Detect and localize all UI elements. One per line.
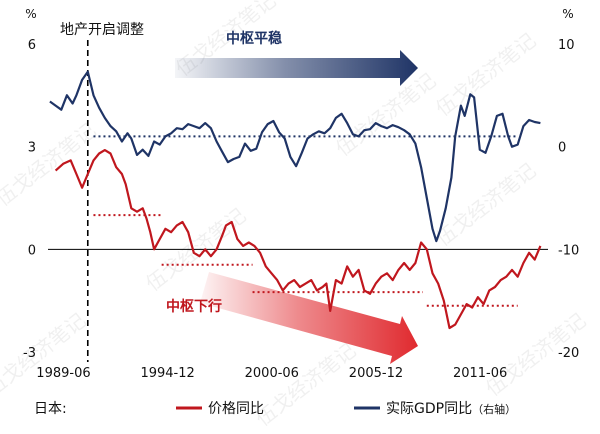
center-stable-label: 中枢平稳 bbox=[226, 30, 282, 47]
gdp-yoy-line bbox=[49, 70, 541, 243]
legend-gdp-label: 实际GDP同比（右轴） bbox=[386, 401, 516, 417]
legend-gdp-name: 实际GDP同比 bbox=[386, 401, 472, 417]
x-tick-label: 2005-12 bbox=[349, 366, 403, 381]
center-down-label: 中枢下行 bbox=[166, 298, 222, 315]
watermark-text: 伍戈经济笔记 bbox=[0, 118, 100, 211]
watermark-text: 伍戈经济笔记 bbox=[251, 338, 360, 431]
axes-layer: % % 6 3 0 -3 10 0 -10 -20 1989-06 1994-12 2000-06 200… bbox=[23, 7, 579, 381]
legend-prefix: 日本: bbox=[34, 401, 67, 417]
right-tick-label: 10 bbox=[558, 38, 575, 53]
x-tick-label: 1989-06 bbox=[36, 366, 90, 381]
center-down-arrow bbox=[200, 272, 418, 364]
x-tick-label: 2011-06 bbox=[453, 366, 507, 381]
legend-price-label: 价格同比 bbox=[208, 401, 264, 417]
watermark-text: 伍戈经济笔记 bbox=[0, 308, 90, 401]
legend-gdp-suffix: （右轴） bbox=[472, 402, 516, 416]
watermark-text: 伍戈经济笔记 bbox=[331, 68, 440, 161]
watermark-text: 伍戈经济笔记 bbox=[431, 28, 540, 121]
x-tick-label: 2000-06 bbox=[245, 366, 299, 381]
bubble-burst-label: 地产开启调整 bbox=[60, 22, 144, 38]
left-tick-label: 6 bbox=[28, 38, 36, 53]
left-tick-label: 3 bbox=[28, 141, 36, 156]
right-tick-label: -10 bbox=[558, 243, 579, 258]
legend: 日本: 价格同比 实际GDP同比（右轴） bbox=[34, 401, 516, 417]
left-tick-label: 0 bbox=[28, 243, 36, 258]
left-axis-unit: % bbox=[25, 7, 36, 21]
left-tick-label: -3 bbox=[23, 346, 36, 361]
right-axis-unit: % bbox=[562, 7, 573, 21]
x-tick-label: 1994-12 bbox=[140, 366, 194, 381]
center-stable-arrow bbox=[175, 50, 418, 86]
series-layer bbox=[49, 70, 542, 330]
right-tick-label: -20 bbox=[558, 346, 579, 361]
right-tick-label: 0 bbox=[558, 141, 566, 156]
price-yoy-line bbox=[54, 149, 542, 330]
